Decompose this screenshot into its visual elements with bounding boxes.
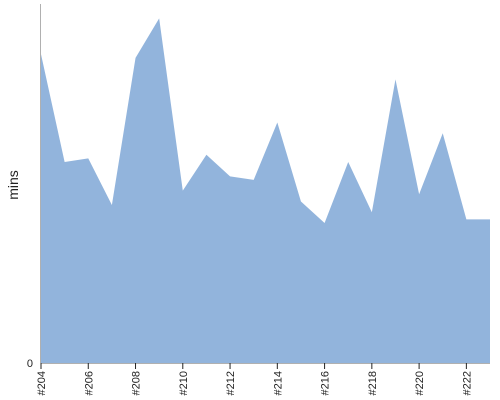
x-tick-label: #222 — [461, 371, 473, 395]
plot-area — [40, 4, 490, 364]
y-axis-ticks: 0 — [27, 358, 33, 370]
x-tick-label: #208 — [131, 371, 143, 395]
x-tick-label: #220 — [414, 371, 426, 395]
x-axis-ticks: #204 #206 #208 #210 #212 #214 #216 #218 #220 #222 — [36, 363, 473, 395]
x-tick-label: #204 — [36, 371, 48, 395]
area-series — [41, 18, 490, 364]
x-tick-label: #206 — [83, 371, 95, 395]
y-tick-label: 0 — [27, 358, 33, 370]
x-tick-label: #212 — [225, 371, 237, 395]
y-axis-label: mins — [5, 170, 21, 200]
x-tick-label: #216 — [320, 371, 332, 395]
x-tick-label: #214 — [272, 371, 284, 395]
x-tick-label: #218 — [367, 371, 379, 395]
x-tick-label: #210 — [178, 371, 190, 395]
